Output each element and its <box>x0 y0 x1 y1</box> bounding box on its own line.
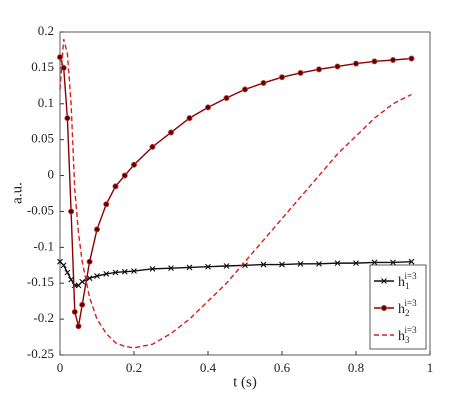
marker <box>408 55 415 62</box>
y-tick-label: -0.05 <box>27 202 54 217</box>
legend-label: h1i=3 <box>398 271 417 291</box>
marker <box>71 308 78 315</box>
legend-label: h2i=3 <box>398 298 417 318</box>
y-tick-label: 0.05 <box>31 131 54 146</box>
series-line <box>59 260 412 287</box>
marker <box>86 275 93 282</box>
marker <box>260 79 267 86</box>
y-tick-label: -0.1 <box>33 238 54 253</box>
marker <box>297 69 304 76</box>
marker <box>352 60 359 67</box>
marker <box>167 129 174 136</box>
marker <box>389 56 396 63</box>
x-axis-label: t (s) <box>233 374 257 390</box>
marker <box>260 261 267 268</box>
marker <box>94 273 100 279</box>
series-line <box>59 39 412 349</box>
marker <box>130 161 137 168</box>
y-tick-label: 0.2 <box>38 23 54 38</box>
marker <box>112 183 119 190</box>
legend-box <box>369 264 427 350</box>
y-tick-label: 0 <box>48 167 55 182</box>
marker <box>121 172 128 179</box>
marker <box>204 104 211 111</box>
legend-marker <box>380 304 388 312</box>
marker <box>131 268 137 274</box>
marker <box>334 260 341 267</box>
marker <box>371 58 378 65</box>
x-tick-label: 0.8 <box>348 360 364 375</box>
marker <box>297 260 304 267</box>
marker <box>371 259 378 266</box>
marker <box>223 95 230 102</box>
x-tick-label: 0.4 <box>200 360 217 375</box>
marker <box>103 201 110 208</box>
y-axis-label: a.u. <box>9 182 25 204</box>
marker <box>75 323 82 330</box>
marker <box>223 263 230 269</box>
marker <box>68 276 74 283</box>
y-tick-label: -0.25 <box>27 346 54 361</box>
plot-frame <box>59 31 431 356</box>
marker <box>408 258 415 265</box>
marker <box>149 143 156 150</box>
marker <box>121 268 128 275</box>
marker <box>205 263 211 270</box>
marker <box>60 64 67 71</box>
marker <box>316 260 322 267</box>
marker <box>278 74 285 81</box>
marker <box>86 258 93 265</box>
legend-label: h3i=3 <box>398 325 417 345</box>
y-tick-label: 0.15 <box>31 59 54 74</box>
marker <box>79 301 86 308</box>
x-tick-label: 0.6 <box>274 360 291 375</box>
marker <box>279 261 285 268</box>
y-tick-label: 0.1 <box>38 95 54 110</box>
marker <box>64 115 71 122</box>
marker <box>94 226 101 233</box>
y-tick-label: -0.15 <box>27 274 54 289</box>
marker <box>390 259 396 266</box>
marker <box>64 269 71 276</box>
x-tick-label: 1 <box>427 360 434 375</box>
x-tick-label: 0 <box>57 360 64 375</box>
x-tick-label: 0.2 <box>126 360 142 375</box>
marker <box>103 271 110 277</box>
marker <box>315 66 322 73</box>
marker <box>168 265 174 272</box>
y-tick-label: -0.2 <box>33 310 54 325</box>
marker <box>353 260 359 267</box>
marker <box>334 63 341 70</box>
marker <box>186 115 193 122</box>
marker <box>60 262 67 269</box>
marker <box>149 265 156 272</box>
marker <box>112 269 119 276</box>
legend-marker <box>381 278 387 284</box>
marker <box>68 208 75 215</box>
marker <box>79 278 86 285</box>
marker <box>241 86 248 93</box>
series-line <box>59 56 412 327</box>
marker <box>186 264 193 271</box>
